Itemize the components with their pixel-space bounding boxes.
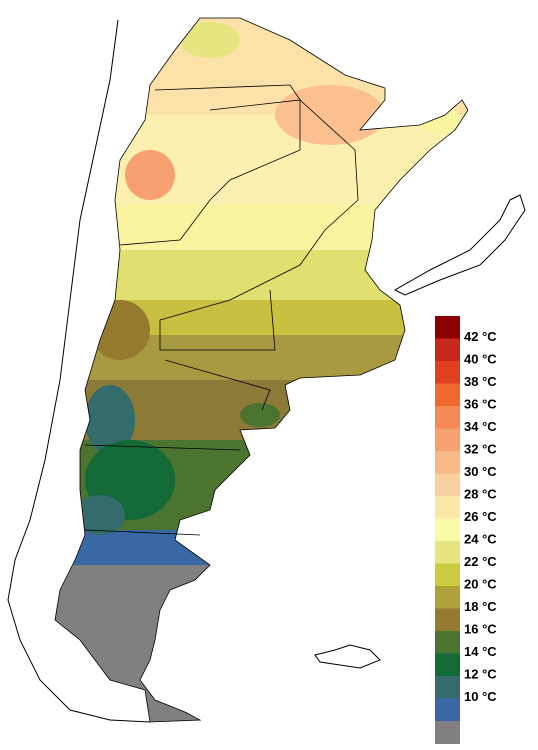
legend-swatch [435,653,460,677]
legend-swatch [435,383,460,407]
legend-swatch [435,361,460,384]
legend-swatch [435,563,460,587]
legend-swatch [435,586,460,609]
legend-swatch [435,496,460,519]
legend-swatch [435,428,460,452]
falkland-islands [314,644,381,669]
legend-label: 32 °C [464,441,497,456]
legend-label: 14 °C [464,644,497,659]
legend-label: 34 °C [464,419,497,434]
province-borders [54,17,469,723]
legend-swatch [435,406,460,429]
legend-label: 36 °C [464,396,497,411]
legend-label: 18 °C [464,599,497,614]
legend-label: 16 °C [464,621,497,636]
legend-swatch [435,541,460,564]
legend-label: 28 °C [464,486,497,501]
legend-label: 22 °C [464,554,497,569]
uruguay-coast [393,194,526,296]
legend-swatch [435,316,460,339]
legend-label: 12 °C [464,666,497,681]
legend-swatch [435,721,460,744]
legend-label: 20 °C [464,576,497,591]
legend-swatch [435,518,460,542]
legend-label: 42 °C [464,329,497,344]
legend-swatch [435,698,460,722]
legend-label: 38 °C [464,374,497,389]
legend-label: 30 °C [464,464,497,479]
legend-swatch [435,631,460,654]
legend-label: 24 °C [464,531,497,546]
chile-outline [7,19,151,723]
legend-label: 10 °C [464,689,497,704]
legend-swatch [435,676,460,699]
legend-label: 40 °C [464,351,497,366]
legend: 42 °C 40 °C 38 °C 36 °C 34 °C 32 °C 30 °C 28 °C… [435,316,497,744]
legend-label: 26 °C [464,509,497,524]
legend-swatch [435,338,460,362]
legend-swatch [435,608,460,632]
legend-swatch [435,451,460,474]
legend-swatch [435,473,460,497]
